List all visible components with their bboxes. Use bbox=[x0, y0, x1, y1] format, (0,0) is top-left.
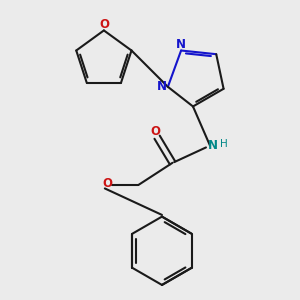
Text: N: N bbox=[157, 80, 167, 93]
Text: O: O bbox=[150, 125, 161, 138]
Text: O: O bbox=[103, 177, 112, 190]
Text: N: N bbox=[208, 139, 218, 152]
Text: N: N bbox=[176, 38, 186, 51]
Text: H: H bbox=[220, 139, 228, 149]
Text: O: O bbox=[99, 18, 109, 31]
